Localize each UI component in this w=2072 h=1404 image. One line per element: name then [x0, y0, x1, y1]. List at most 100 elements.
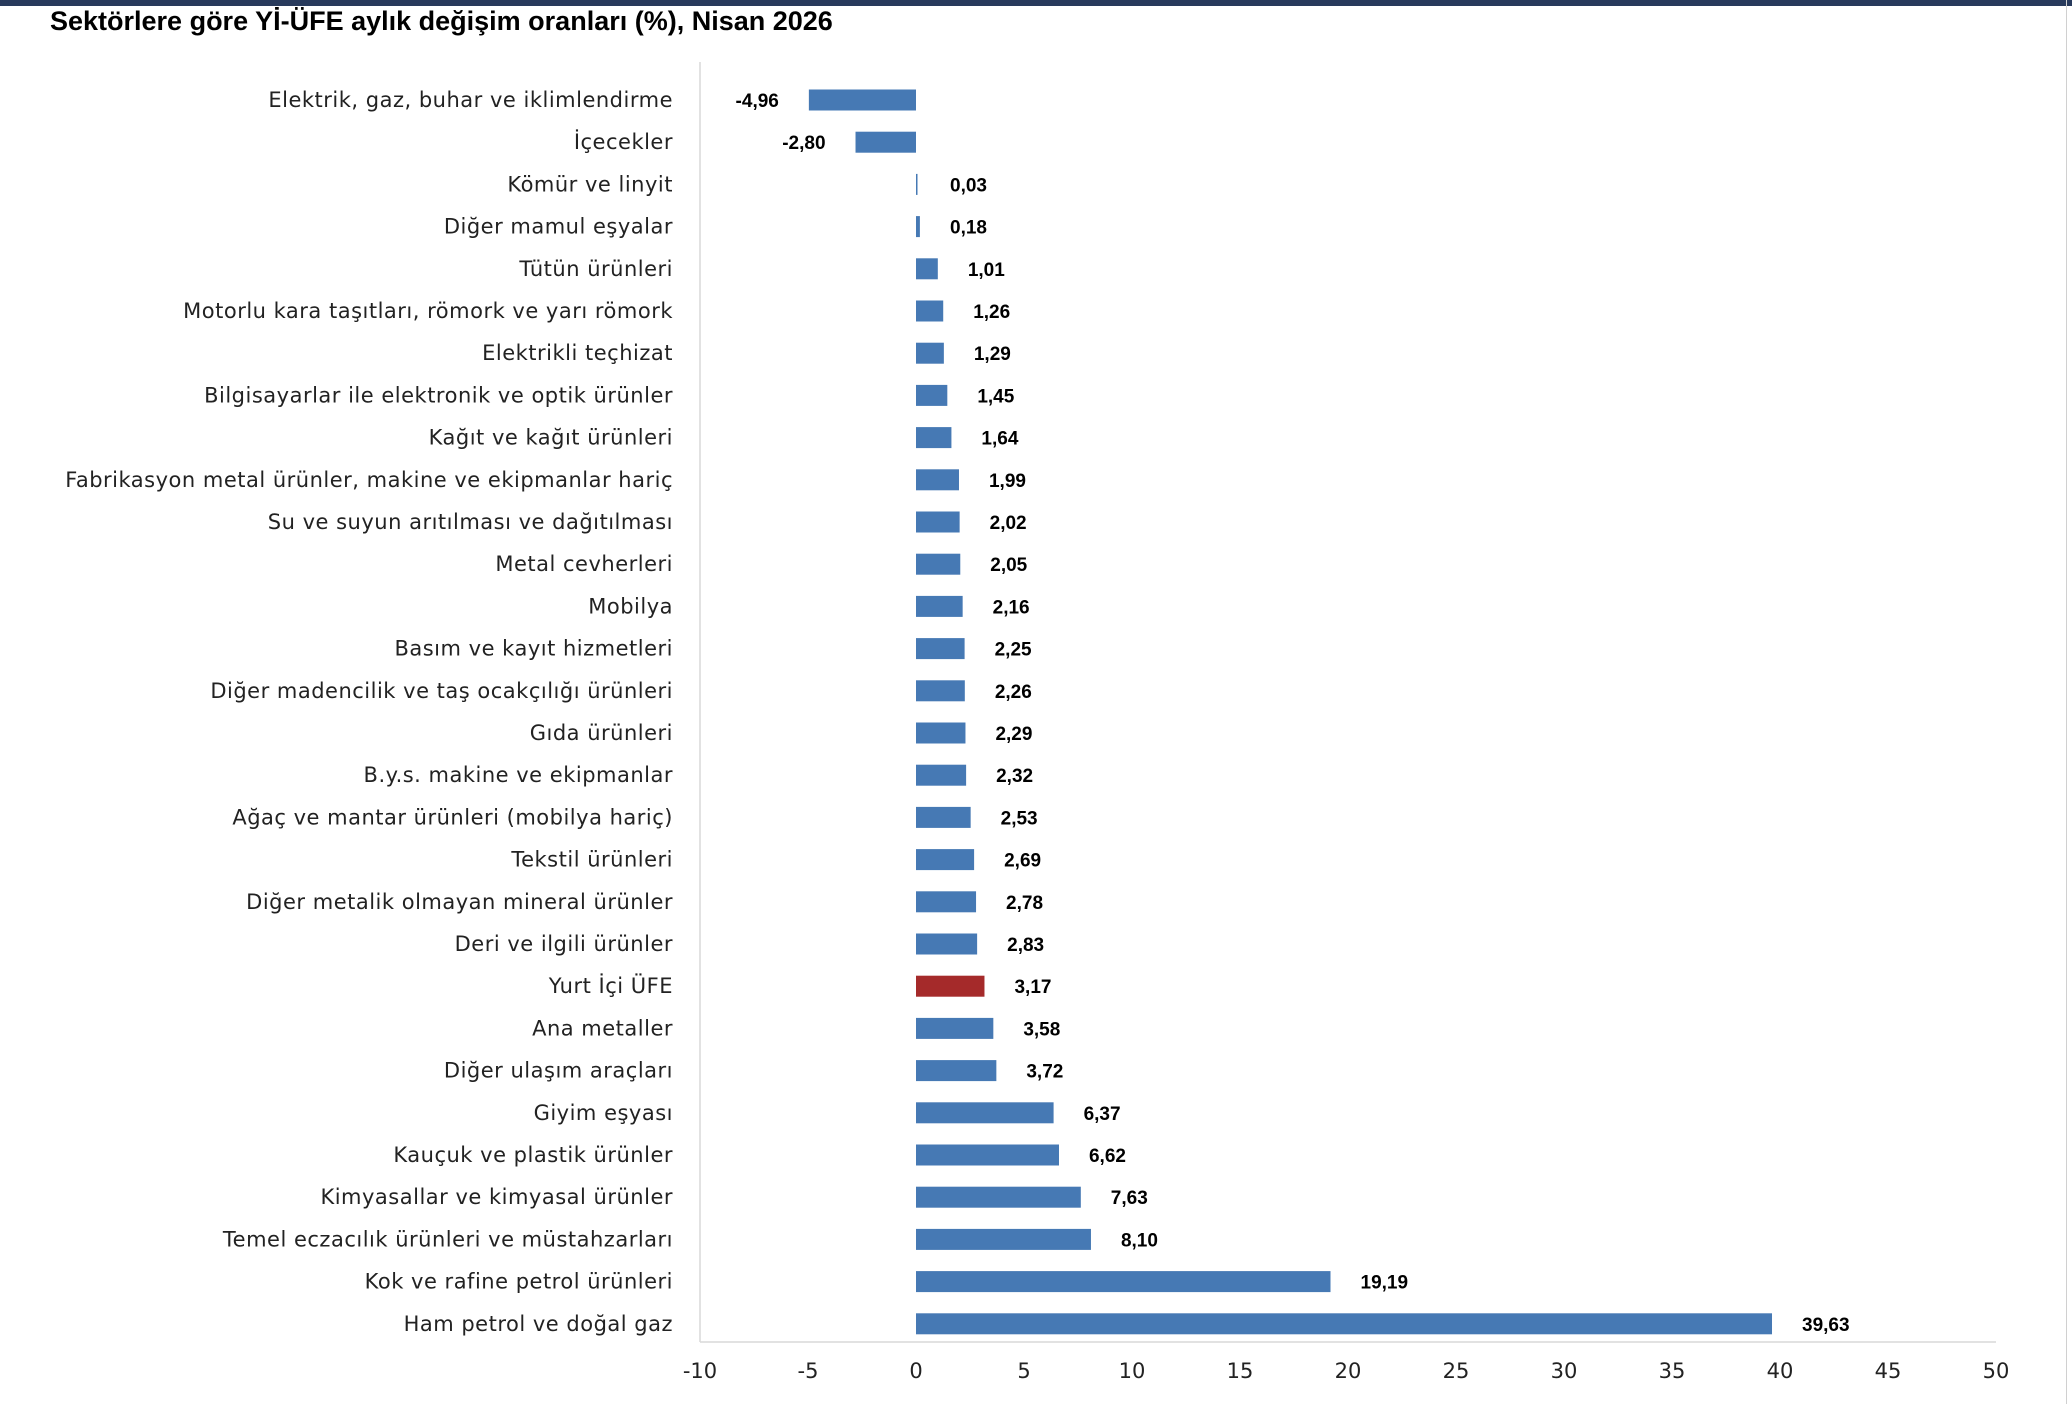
category-label: B.y.s. makine ve ekipmanlar [364, 763, 673, 787]
value-label: 2,83 [1007, 935, 1044, 956]
bar [916, 806, 971, 828]
value-label: 7,63 [1111, 1188, 1148, 1209]
category-label: Diğer mamul eşyalar [444, 215, 673, 239]
category-labels: Elektrik, gaz, buhar ve iklimlendirme İçe… [65, 88, 673, 1336]
x-tick-label: 10 [1119, 1359, 1146, 1383]
value-label: 2,29 [995, 724, 1032, 745]
x-tick-label: 20 [1335, 1359, 1362, 1383]
bar [916, 173, 918, 195]
x-tick-label: 25 [1443, 1359, 1470, 1383]
value-label: 0,18 [950, 218, 987, 239]
right-border-line [2066, 0, 2067, 1404]
bar [916, 1186, 1081, 1208]
value-label: 1,99 [989, 471, 1026, 492]
value-label: 6,62 [1089, 1146, 1126, 1167]
category-label: Diğer madencilik ve taş ocakçılığı ürünl… [210, 679, 673, 703]
value-label: 2,69 [1004, 851, 1041, 872]
x-tick-label: 45 [1875, 1359, 1902, 1383]
bar [916, 1313, 1773, 1335]
bars [808, 89, 1773, 1335]
bar [916, 511, 960, 533]
bar [916, 1017, 994, 1039]
value-label: 6,37 [1084, 1104, 1121, 1125]
category-label: Kauçuk ve plastik ürünler [393, 1143, 673, 1167]
bar [916, 300, 944, 322]
category-label: İçecekler [574, 129, 673, 154]
value-label: 2,53 [1001, 808, 1038, 829]
bar [916, 722, 966, 744]
category-label: Temel eczacılık ürünleri ve müstahzarlar… [222, 1227, 673, 1251]
value-label: 2,26 [995, 682, 1032, 703]
value-label: 1,29 [974, 344, 1011, 365]
category-label: Elektrik, gaz, buhar ve iklimlendirme [268, 88, 673, 112]
category-label: Deri ve ilgili ürünler [455, 932, 673, 956]
value-label: 19,19 [1361, 1273, 1409, 1294]
x-tick-label: 0 [909, 1359, 922, 1383]
bar-highlight [916, 975, 985, 997]
value-label: 2,02 [990, 513, 1027, 534]
value-label: 3,72 [1026, 1062, 1063, 1083]
bar [916, 1102, 1054, 1124]
bar [916, 1060, 997, 1082]
bar [855, 131, 916, 153]
bar [916, 1144, 1059, 1166]
bar [808, 89, 916, 111]
value-label: 2,25 [995, 640, 1032, 661]
x-tick-label: 5 [1017, 1359, 1030, 1383]
category-label: Basım ve kayıt hizmetleri [394, 637, 673, 661]
value-label: 2,05 [990, 555, 1027, 576]
axes: -10 -5 0 5 10 15 20 25 30 35 40 45 50 [683, 62, 2010, 1383]
category-label: Metal cevherleri [495, 552, 673, 576]
category-label: Ham petrol ve doğal gaz [404, 1312, 673, 1336]
category-label: Ağaç ve mantar ürünleri (mobilya hariç) [232, 805, 673, 829]
category-label: Tütün ürünleri [518, 257, 673, 281]
value-label: 3,58 [1023, 1019, 1060, 1040]
category-label: Fabrikasyon metal ürünler, makine ve eki… [65, 468, 673, 492]
top-accent-bar [0, 0, 2072, 6]
category-label: Kimyasallar ve kimyasal ürünler [320, 1185, 673, 1209]
bar [916, 764, 967, 786]
value-label: 3,17 [1014, 977, 1051, 998]
category-label: Mobilya [588, 594, 673, 618]
category-label: Elektrikli teçhizat [482, 341, 673, 365]
category-label: Diğer ulaşım araçları [444, 1059, 673, 1083]
x-tick-label: 50 [1983, 1359, 2010, 1383]
bar [916, 849, 975, 871]
category-label: Ana metaller [532, 1016, 673, 1040]
category-label: Bilgisayarlar ile elektronik ve optik ür… [204, 383, 673, 407]
chart-title: Sektörlere göre Yİ-ÜFE aylık değişim ora… [50, 6, 833, 36]
bar [916, 891, 977, 913]
category-label: Tekstil ürünleri [510, 848, 673, 872]
category-label: Giyim eşyası [534, 1101, 673, 1125]
bar [916, 342, 944, 364]
value-labels: -4,96-2,80 0,03 0,18 1,01 1,26 1,29 1,45 1,64 1,… [736, 91, 1850, 1336]
bar [916, 638, 965, 660]
bar [916, 1271, 1331, 1293]
category-label: Diğer metalik olmayan mineral ürünler [246, 890, 673, 914]
value-label: 1,01 [968, 260, 1005, 281]
bar [916, 1228, 1091, 1250]
category-label: Kömür ve linyit [507, 172, 673, 196]
category-label: Gıda ürünleri [530, 721, 673, 745]
value-label: -2,80 [782, 133, 825, 154]
value-label: 1,45 [977, 386, 1014, 407]
bar [916, 595, 963, 617]
bar [916, 553, 961, 575]
value-label: 2,32 [996, 766, 1033, 787]
value-label: 1,64 [981, 429, 1018, 450]
value-label: 39,63 [1802, 1315, 1850, 1336]
x-tick-label: -5 [798, 1359, 819, 1383]
category-label: Su ve suyun arıtılması ve dağıtılması [268, 510, 673, 534]
x-tick-label: -10 [683, 1359, 717, 1383]
x-tick-label: 35 [1659, 1359, 1686, 1383]
x-tick-label: 40 [1767, 1359, 1794, 1383]
value-label: 0,03 [950, 175, 987, 196]
bar [916, 384, 948, 406]
category-label: Motorlu kara taşıtları, römork ve yarı r… [183, 299, 673, 323]
value-label: -4,96 [736, 91, 779, 112]
bar [916, 469, 959, 491]
category-label: Kağıt ve kağıt ürünleri [429, 426, 673, 450]
category-label: Kok ve rafine petrol ürünleri [365, 1270, 673, 1294]
category-label: Yurt İçi ÜFE [548, 973, 673, 998]
